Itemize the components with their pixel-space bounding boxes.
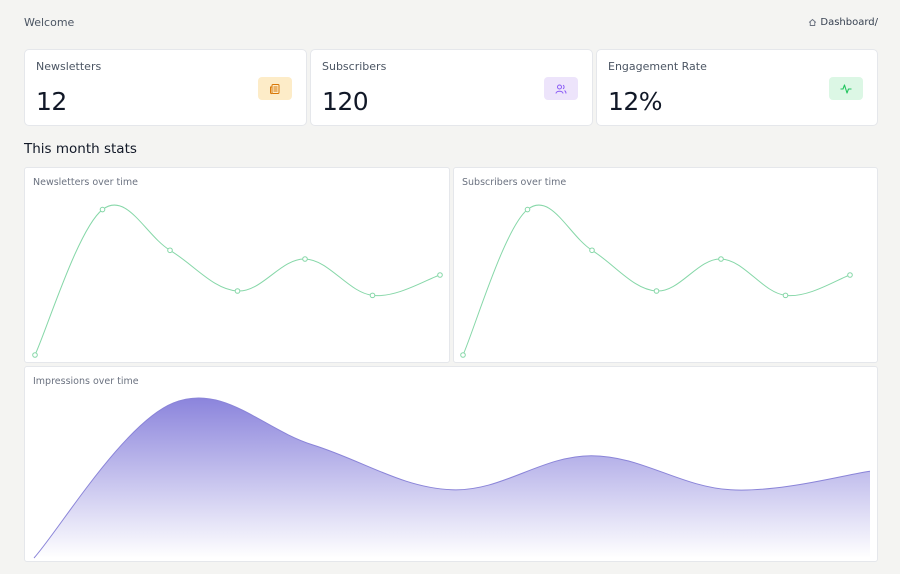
- data-point[interactable]: [589, 247, 595, 254]
- data-point[interactable]: [524, 206, 531, 213]
- newsletters-line-chart: [32, 204, 443, 358]
- subscribers-line-chart: [460, 204, 853, 358]
- stat-badge: [829, 77, 863, 100]
- data-point[interactable]: [234, 288, 241, 294]
- stat-label: Subscribers: [322, 60, 387, 73]
- series-line: [33, 397, 871, 559]
- series-line: [34, 204, 441, 356]
- newspaper-icon: [270, 83, 280, 94]
- impressions-area-chart: [33, 397, 871, 559]
- stat-label: Newsletters: [36, 60, 102, 73]
- data-point[interactable]: [437, 272, 443, 278]
- impressions-chart-panel: Impressions over time: [24, 366, 878, 562]
- stat-card-subscribers: Subscribers 120: [310, 49, 593, 126]
- breadcrumb[interactable]: Dashboard/: [808, 17, 878, 28]
- data-point[interactable]: [653, 288, 660, 294]
- top-bar: Welcome Dashboard/: [24, 14, 878, 30]
- data-point[interactable]: [302, 256, 308, 262]
- users-icon: [555, 84, 567, 94]
- stat-value: 12: [36, 87, 67, 116]
- stat-label: Engagement Rate: [608, 60, 707, 73]
- area-fill: [34, 397, 870, 558]
- home-icon: [809, 18, 817, 26]
- data-point[interactable]: [369, 292, 376, 299]
- stat-card-engagement: Engagement Rate 12%: [596, 49, 878, 126]
- data-point[interactable]: [99, 206, 106, 213]
- data-point[interactable]: [718, 256, 724, 262]
- stat-value: 12%: [608, 87, 663, 116]
- data-point[interactable]: [167, 247, 173, 254]
- subscribers-chart-panel: Subscribers over time: [453, 167, 878, 363]
- chart-title: Newsletters over time: [33, 177, 138, 188]
- data-point[interactable]: [32, 352, 38, 358]
- breadcrumb-dashboard[interactable]: Dashboard/: [820, 16, 878, 28]
- chart-title: Impressions over time: [33, 376, 139, 387]
- section-title: This month stats: [24, 141, 137, 157]
- data-point[interactable]: [460, 352, 466, 358]
- data-point[interactable]: [847, 272, 853, 278]
- newsletters-chart-panel: Newsletters over time: [24, 167, 450, 363]
- stat-badge: [258, 77, 292, 100]
- activity-icon: [840, 83, 852, 94]
- series-line: [462, 204, 851, 356]
- stat-card-newsletters: Newsletters 12: [24, 49, 307, 126]
- chart-title: Subscribers over time: [462, 177, 567, 188]
- welcome-text: Welcome: [24, 15, 75, 29]
- data-point[interactable]: [782, 292, 789, 299]
- stat-value: 120: [322, 87, 369, 116]
- stat-badge: [544, 77, 578, 100]
